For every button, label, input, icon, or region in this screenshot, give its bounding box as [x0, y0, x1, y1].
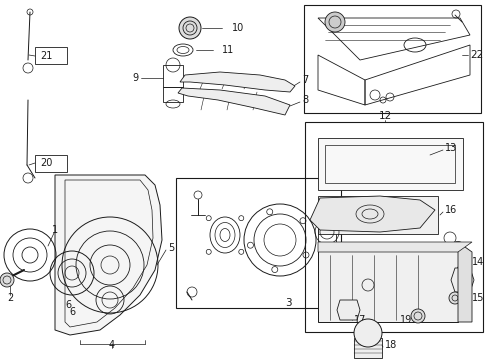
Text: 14: 14 [471, 257, 483, 267]
Text: 15: 15 [471, 293, 484, 303]
Text: 17: 17 [353, 315, 366, 325]
Text: 18: 18 [384, 340, 396, 350]
Text: 10: 10 [231, 23, 244, 33]
Text: 4: 4 [109, 340, 115, 350]
Text: 5: 5 [168, 243, 174, 253]
Polygon shape [336, 300, 359, 320]
Text: 19: 19 [399, 315, 411, 325]
Text: 12: 12 [378, 111, 391, 121]
Text: 7: 7 [302, 75, 307, 85]
Circle shape [325, 12, 345, 32]
Bar [305, 122, 482, 332]
Circle shape [448, 292, 460, 304]
Circle shape [0, 273, 14, 287]
Text: 13: 13 [444, 143, 456, 153]
Bar [163, 65, 183, 87]
Text: 11: 11 [222, 45, 234, 55]
Polygon shape [178, 88, 289, 115]
Bar [176, 178, 340, 308]
Text: 21: 21 [40, 51, 52, 61]
Bar [304, 5, 480, 113]
Text: 9: 9 [132, 73, 138, 83]
Polygon shape [450, 268, 473, 292]
Polygon shape [457, 242, 471, 322]
Bar [317, 196, 437, 234]
Text: 3: 3 [284, 298, 291, 308]
Bar [163, 87, 183, 102]
Bar [317, 242, 457, 322]
Bar [35, 155, 67, 172]
Text: 1: 1 [52, 225, 58, 235]
Text: 6: 6 [69, 307, 75, 317]
Polygon shape [55, 175, 162, 335]
Text: 8: 8 [302, 95, 307, 105]
Bar [317, 205, 335, 260]
Text: 22: 22 [469, 50, 482, 60]
Bar [325, 145, 454, 183]
Bar [35, 47, 67, 64]
Circle shape [410, 309, 424, 323]
Bar [353, 338, 381, 358]
Text: 20: 20 [40, 158, 52, 168]
Text: 16: 16 [444, 205, 456, 215]
Bar [317, 138, 462, 190]
Circle shape [353, 319, 381, 347]
Polygon shape [309, 196, 434, 232]
Polygon shape [317, 242, 471, 252]
Polygon shape [180, 72, 294, 92]
Text: 2: 2 [7, 293, 13, 303]
Text: 6: 6 [65, 300, 71, 310]
Circle shape [179, 17, 201, 39]
